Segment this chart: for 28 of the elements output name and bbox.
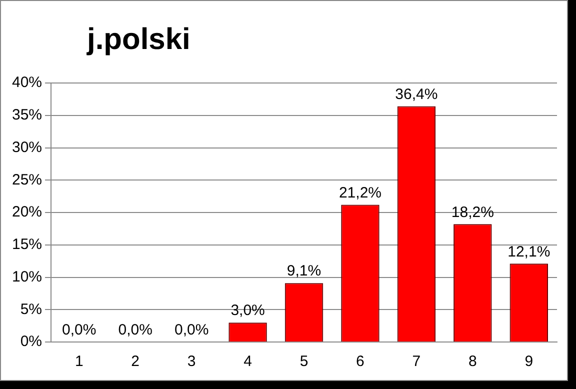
y-tick-label: 20% <box>12 204 42 221</box>
y-tick-label: 40% <box>12 74 42 92</box>
x-tick-label: 1 <box>74 353 84 370</box>
data-label: 3,0% <box>230 302 265 320</box>
data-label: 0,0% <box>62 322 96 339</box>
data-label: 0,0% <box>174 322 209 339</box>
x-tick-label: 9 <box>524 353 534 370</box>
data-label: 36,4% <box>395 86 438 103</box>
y-tick-label: 25% <box>12 171 42 188</box>
y-tick-label: 10% <box>12 268 42 286</box>
chart-title: j.polski <box>87 23 190 57</box>
x-tick-label: 6 <box>356 353 364 370</box>
x-tick-label: 5 <box>300 353 308 370</box>
y-tick-label: 0% <box>20 333 42 350</box>
data-label: 21,2% <box>338 184 382 202</box>
data-label: 9,1% <box>286 262 322 280</box>
x-tick-label: 8 <box>468 353 477 370</box>
data-label: 12,1% <box>508 243 550 260</box>
y-tick-label: 15% <box>12 236 42 254</box>
y-tick-label: 35% <box>12 106 42 124</box>
x-tick-label: 3 <box>187 353 196 370</box>
x-tick-label: 7 <box>412 353 421 370</box>
data-label: 18,2% <box>451 204 494 221</box>
data-label: 0,0% <box>118 322 152 339</box>
x-tick-label: 2 <box>131 353 140 370</box>
x-tick-label: 4 <box>244 353 252 370</box>
y-tick-label: 30% <box>12 138 42 156</box>
y-tick-label: 5% <box>20 300 42 318</box>
